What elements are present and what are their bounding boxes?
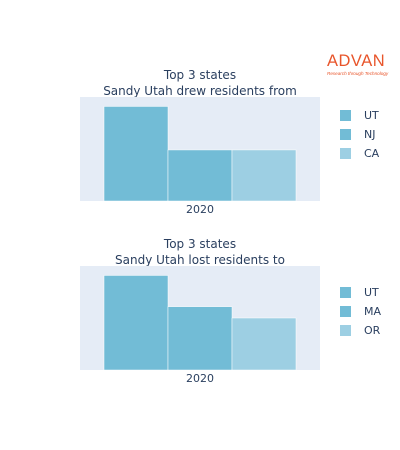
chart-2-title-line1: Top 3 states xyxy=(163,237,237,251)
legend-item[interactable]: OR xyxy=(340,321,381,340)
legend-label: MA xyxy=(364,305,382,318)
bar-ut[interactable] xyxy=(103,106,169,201)
legend-item[interactable]: UT xyxy=(340,283,381,302)
legend-label: UT xyxy=(364,109,379,122)
bar-ma[interactable] xyxy=(167,306,233,370)
chart-1-title-line1: Top 3 states xyxy=(163,68,237,82)
chart-1-svg xyxy=(103,106,297,201)
chart-1-title: Top 3 states Sandy Utah drew residents f… xyxy=(80,67,320,99)
legend-swatch xyxy=(340,306,351,317)
legend-item[interactable]: UT xyxy=(340,106,379,125)
legend-label: CA xyxy=(364,147,380,160)
advan-logo: ADVAN Research through Technology xyxy=(327,52,395,77)
chart-2-x-tick: 2020 xyxy=(186,372,214,385)
chart-2-plot-area xyxy=(80,266,320,370)
logo-wordmark: ADVAN xyxy=(327,52,386,70)
chart-1-x-tick: 2020 xyxy=(186,203,214,216)
legend-swatch xyxy=(340,129,351,140)
chart-2-title-line2: Sandy Utah lost residents to xyxy=(115,253,285,267)
chart-2-legend: UT MA OR xyxy=(340,283,381,340)
bar-nj[interactable] xyxy=(167,149,233,201)
legend-label: OR xyxy=(364,324,381,337)
legend-item[interactable]: NJ xyxy=(340,125,379,144)
chart-1-plot-area xyxy=(80,97,320,201)
logo-tagline: Research through Technology xyxy=(327,71,389,76)
legend-item[interactable]: MA xyxy=(340,302,381,321)
legend-swatch xyxy=(340,148,351,159)
legend-item[interactable]: CA xyxy=(340,144,379,163)
chart-1-title-line2: Sandy Utah drew residents from xyxy=(103,84,297,98)
legend-label: NJ xyxy=(364,128,376,141)
chart-1-legend: UT NJ CA xyxy=(340,106,379,163)
legend-swatch xyxy=(340,287,351,298)
bar-ca[interactable] xyxy=(231,149,297,201)
bar-ut[interactable] xyxy=(103,275,169,370)
chart-2-svg xyxy=(103,275,297,370)
chart-2-title: Top 3 states Sandy Utah lost residents t… xyxy=(80,236,320,268)
legend-swatch xyxy=(340,110,351,121)
legend-label: UT xyxy=(364,286,379,299)
legend-swatch xyxy=(340,325,351,336)
bar-or[interactable] xyxy=(231,317,297,370)
